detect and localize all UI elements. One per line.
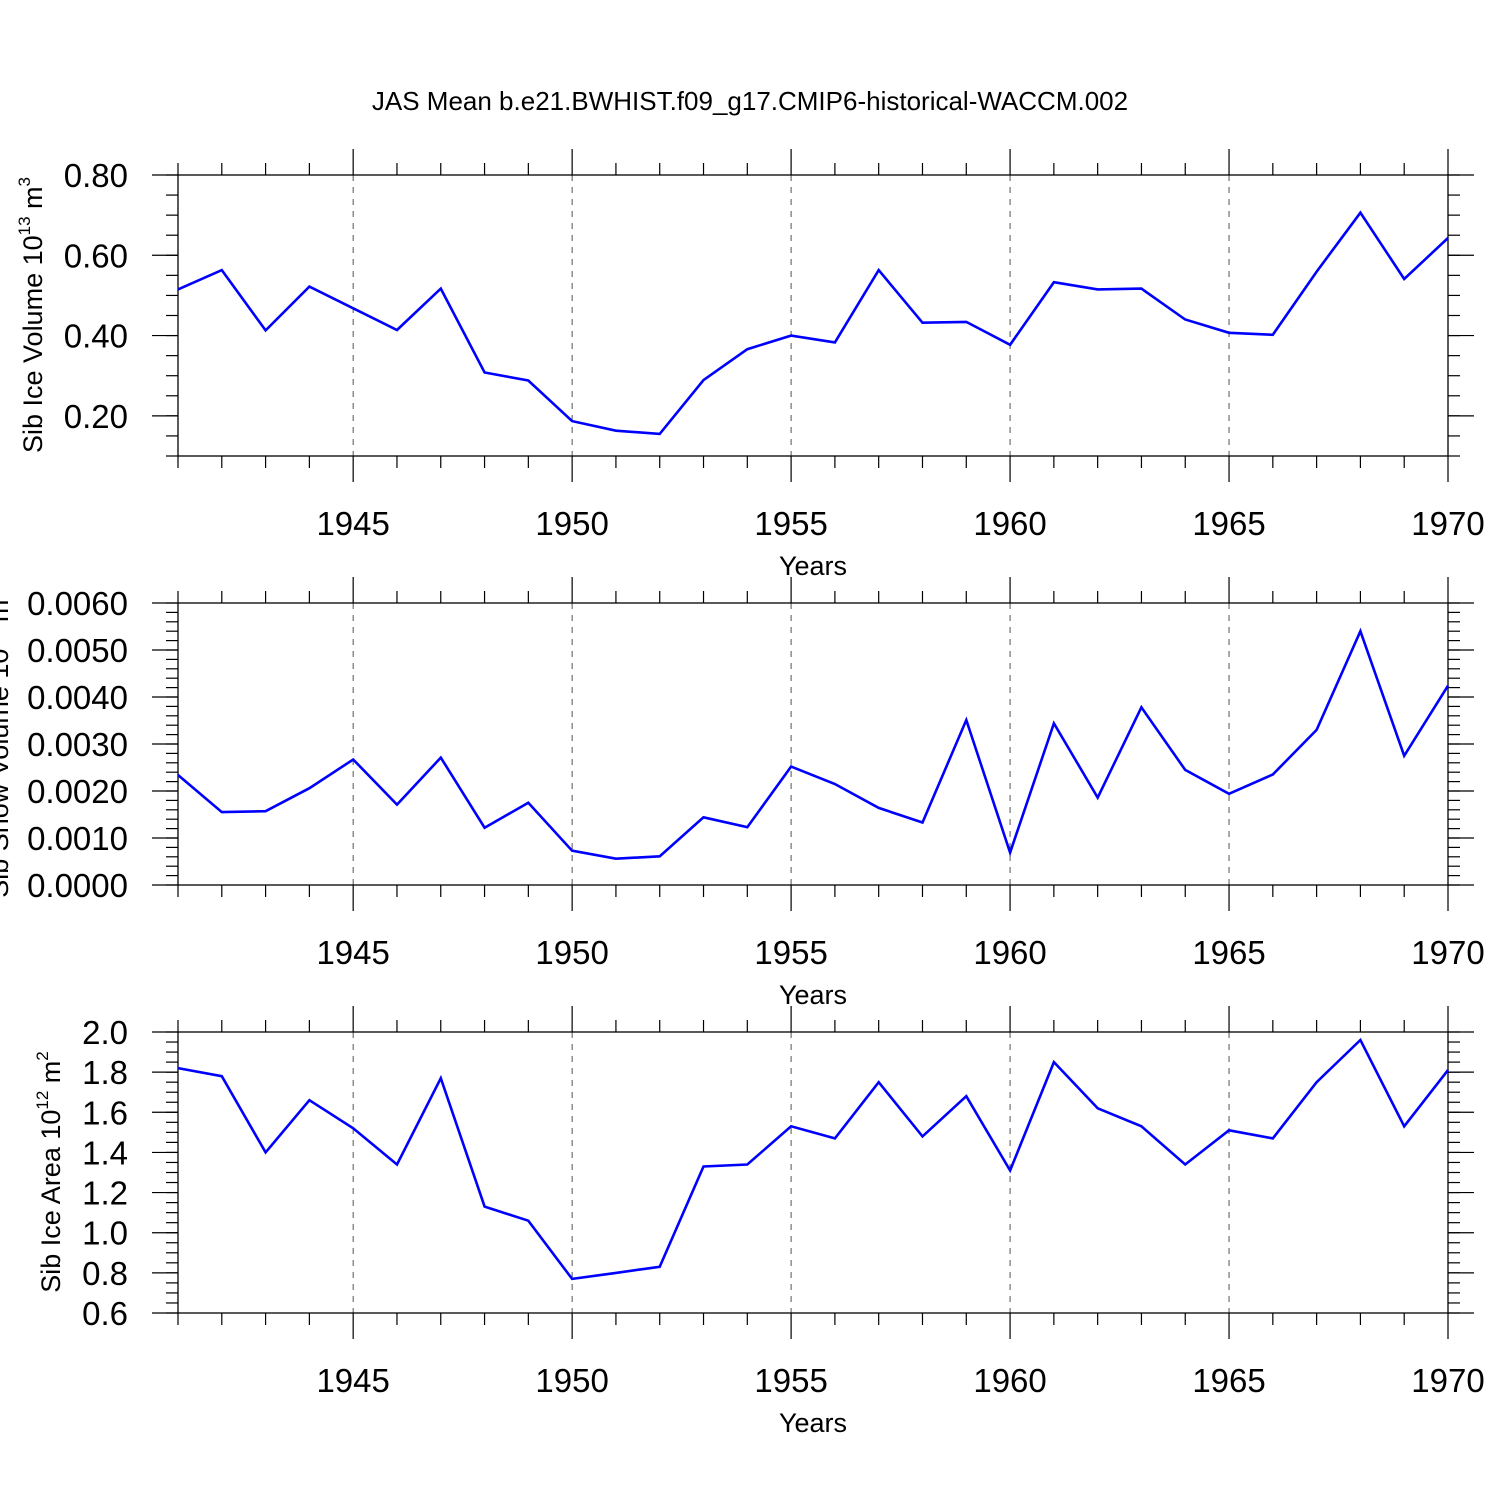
y-tick-label: 0.0050 [27, 632, 128, 669]
x-tick-label: 1955 [754, 505, 827, 542]
x-tick-label: 1950 [535, 505, 608, 542]
y-axis-title-base: Sib Ice Volume 10 [18, 235, 48, 453]
y-tick-label: 0.0060 [27, 585, 128, 622]
y-axis-title-unit: m [18, 186, 48, 216]
y-tick-label: 1.2 [82, 1175, 128, 1212]
y-axis-title-unit: m [0, 600, 14, 630]
y-axis-title: Sib Ice Volume 1013 m3 [15, 177, 48, 453]
chart-panel-1: 0.20 0.40 0.60 0.80 1945 1950 1955 1960 1965 1970… [15, 149, 1485, 581]
x-tick-label: 1960 [973, 934, 1046, 971]
x-tick-label: 1965 [1192, 934, 1265, 971]
x-tick-label: 1965 [1192, 505, 1265, 542]
y-tick-label: 0.40 [64, 318, 128, 355]
x-tick-label: 1945 [316, 1362, 389, 1399]
y-tick-label: 1.8 [82, 1054, 128, 1091]
y-tick-label: 1.0 [82, 1215, 128, 1252]
x-axis-title: Years [779, 980, 847, 1010]
y-axis-title: Sib Snow Volume 1013 m3 [0, 590, 14, 898]
y-axis-title-unit-exponent: 2 [33, 1051, 52, 1060]
x-tick-label: 1955 [754, 934, 827, 971]
x-tick-label: 1970 [1411, 505, 1484, 542]
y-axis-title: Sib Ice Area 1012 m2 [33, 1051, 66, 1293]
series-line [177, 1037, 1450, 1281]
y-tick-label: 1.6 [82, 1094, 128, 1131]
y-axis-title-base: Sib Ice Area 10 [36, 1110, 66, 1293]
chart-panel-3: 0.60.81.01.2 1.41.61.82.0 1945 1950 1955 1960… [33, 1006, 1485, 1438]
x-tick-label: 1965 [1192, 1362, 1265, 1399]
y-tick-label: 0.20 [64, 398, 128, 435]
x-tick-label: 1945 [316, 505, 389, 542]
y-tick-label: 0.60 [64, 237, 128, 274]
y-tick-label: 0.0030 [27, 726, 128, 763]
x-tick-label: 1970 [1411, 934, 1484, 971]
panels: 0.20 0.40 0.60 0.80 1945 1950 1955 1960 1965 1970… [0, 149, 1485, 1438]
plot-frame [177, 602, 1449, 886]
x-tick-label: 1950 [535, 1362, 608, 1399]
y-tick-label: 2.0 [82, 1014, 128, 1051]
series-line [177, 210, 1449, 436]
plot-frame [177, 1031, 1449, 1314]
y-tick-label: 0.6 [82, 1295, 128, 1332]
x-tick-label: 1960 [973, 1362, 1046, 1399]
x-tick-label: 1950 [535, 934, 608, 971]
series-line [177, 627, 1450, 861]
y-tick-label: 0.0040 [27, 679, 128, 716]
y-tick-label: 0.0000 [27, 867, 128, 904]
y-axis-title-unit-exponent: 3 [15, 177, 34, 186]
y-tick-label: 0.0020 [27, 773, 128, 810]
y-axis-title-exponent: 13 [15, 216, 34, 235]
x-tick-label: 1960 [973, 505, 1046, 542]
y-tick-label: 0.0010 [27, 820, 128, 857]
figure-title: JAS Mean b.e21.BWHIST.f09_g17.CMIP6-hist… [372, 86, 1128, 116]
x-tick-label: 1955 [754, 1362, 827, 1399]
y-axis-title-exponent: 12 [33, 1091, 52, 1110]
chart-panel-2: 0.0000 0.0010 0.0020 0.0030 0.0040 0.0050 0.00… [0, 577, 1485, 1010]
y-tick-label: 1.4 [82, 1134, 128, 1171]
y-tick-label: 0.80 [64, 157, 128, 194]
x-tick-label: 1945 [316, 934, 389, 971]
x-axis-title: Years [779, 551, 847, 581]
y-axis-title-unit: m [36, 1061, 66, 1091]
x-axis-title: Years [779, 1408, 847, 1438]
x-tick-label: 1970 [1411, 1362, 1484, 1399]
y-axis-title-base: Sib Snow Volume 10 [0, 649, 14, 898]
y-tick-label: 0.8 [82, 1255, 128, 1292]
